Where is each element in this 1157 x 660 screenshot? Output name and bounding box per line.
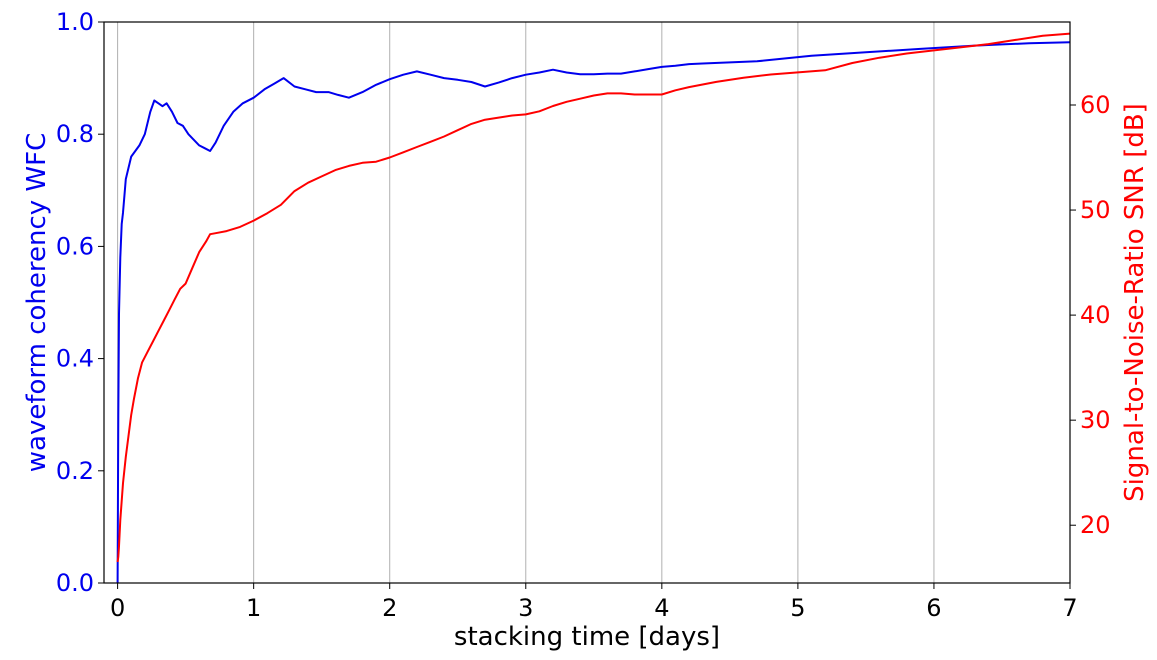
ticks-layer: 0 1 2 3 4 5 6 7 0.0 0.2 0.4 0.6 0.8 1.0 20 30 40 50 60 xyxy=(56,8,1111,622)
wfc-series-line xyxy=(116,41,1071,584)
y-axis-label-left: waveform coherency WFC xyxy=(22,133,52,473)
y-left-tick-label: 0.2 xyxy=(56,457,94,485)
x-tick-label: 7 xyxy=(1062,594,1077,622)
y-right-tick-label: 60 xyxy=(1080,91,1111,119)
y-right-tick-label: 50 xyxy=(1080,196,1111,224)
y-left-tick-label: 0.4 xyxy=(56,345,94,373)
x-tick-label: 5 xyxy=(790,594,805,622)
vertical-gridlines xyxy=(117,22,1071,583)
y-right-tick-label: 20 xyxy=(1080,511,1111,539)
y-left-tick-label: 0.8 xyxy=(56,120,94,148)
x-axis-label: stacking time [days] xyxy=(454,622,720,652)
x-tick-label: 1 xyxy=(246,594,261,622)
x-tick-label: 6 xyxy=(926,594,941,622)
x-tick-label: 4 xyxy=(654,594,669,622)
y-left-tick-label: 0.6 xyxy=(56,232,94,260)
x-tick-label: 0 xyxy=(110,594,125,622)
y-left-tick-label: 1.0 xyxy=(56,8,94,36)
x-tick-label: 3 xyxy=(518,594,533,622)
plot-frame xyxy=(103,21,1071,584)
y-axis-label-right: Signal-to-Noise-Ratio SNR [dB] xyxy=(1120,103,1150,502)
y-right-tick-label: 30 xyxy=(1080,406,1111,434)
series-layer xyxy=(116,32,1071,584)
x-tick-label: 2 xyxy=(382,594,397,622)
snr-series-line xyxy=(116,32,1071,563)
y-left-tick-label: 0.0 xyxy=(56,569,94,597)
y-right-tick-label: 40 xyxy=(1080,301,1111,329)
